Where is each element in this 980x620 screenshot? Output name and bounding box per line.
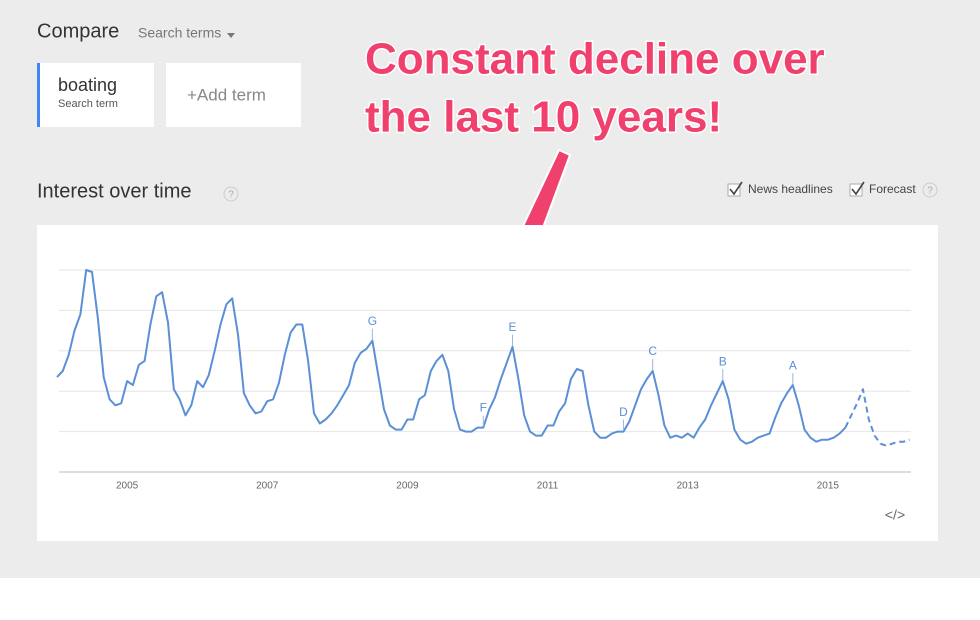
term-card-bg[interactable] [37, 63, 154, 127]
annotation-label: D [619, 405, 628, 419]
help-text[interactable]: ? [228, 190, 234, 201]
term-accent [37, 63, 40, 127]
callout-line: Constant decline over [365, 35, 825, 84]
section-title: Interest over time [37, 180, 192, 202]
annotation-label: B [719, 354, 727, 368]
forecast-option[interactable]: Forecast [869, 182, 916, 196]
checkmark[interactable] [729, 181, 743, 196]
help-icon[interactable] [922, 182, 938, 198]
checkbox[interactable] [849, 183, 863, 197]
annotation-label: G [368, 314, 377, 328]
x-tick-label: 2011 [537, 481, 559, 492]
help-text[interactable]: ? [927, 186, 933, 197]
plot: 2005 2007 2009 2011 2013 2015 G F E D C B A [56, 269, 911, 492]
line-series [56, 269, 847, 445]
compare-title: Compare [37, 20, 119, 42]
x-tick-label: 2005 [116, 481, 139, 492]
callout: Constant decline over the last 10 years! [364, 33, 827, 143]
checkbox[interactable] [727, 183, 741, 197]
line-series [844, 388, 910, 447]
checkmark[interactable] [851, 181, 865, 196]
term-name: boating [58, 75, 117, 95]
x-tick-label: 2009 [396, 481, 419, 492]
search-terms-dropdown[interactable]: Search terms [138, 25, 221, 41]
help-icon[interactable] [223, 186, 239, 202]
term-caption: Search term [58, 98, 118, 110]
annotation-label: F [480, 401, 487, 415]
x-tick-label: 2015 [817, 481, 840, 492]
add-term-bg[interactable] [166, 63, 301, 127]
chart-panel [37, 225, 938, 541]
callout-line: the last 10 years! [365, 93, 722, 142]
add-term[interactable]: +Add term [187, 85, 266, 104]
news-option[interactable]: News headlines [748, 182, 833, 196]
annotation-label: C [648, 344, 657, 358]
x-tick-label: 2007 [256, 481, 279, 492]
annotation-label: A [789, 358, 797, 372]
dropdown-arrow[interactable] [227, 33, 235, 38]
embed-button[interactable]: </> [885, 507, 905, 523]
term-card[interactable]: boating Search term [37, 63, 154, 127]
add-term-card[interactable]: +Add term [166, 63, 301, 127]
annotation-label: E [509, 320, 517, 334]
x-tick-label: 2013 [677, 481, 700, 492]
